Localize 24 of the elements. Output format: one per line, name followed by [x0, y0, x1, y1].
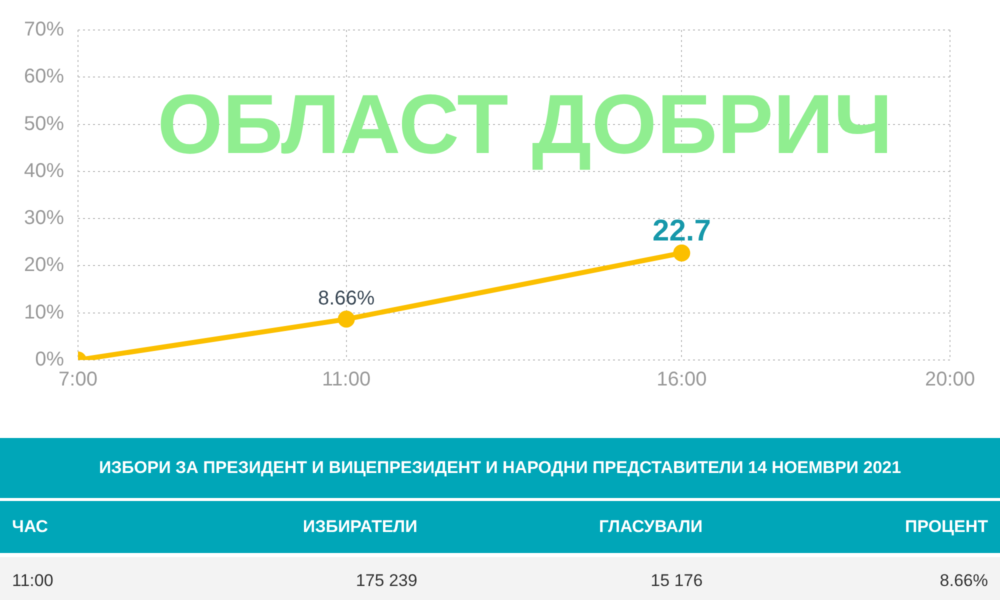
- data-label: 8.66%: [318, 288, 375, 310]
- y-tick-label: 70%: [24, 18, 64, 41]
- x-tick-label: 20:00: [924, 368, 976, 391]
- text: ПРОЦЕНТ: [904, 517, 988, 537]
- x-tick-label: 7:00: [58, 368, 98, 391]
- y-tick-label: 20%: [24, 254, 64, 276]
- text: ГЛАСУВАЛИ: [598, 517, 703, 537]
- text: ЧАС: [12, 517, 50, 537]
- x-tick-label: 11:00: [322, 368, 371, 391]
- y-tick-label: 50%: [24, 112, 64, 135]
- y-tick-label: 40%: [24, 160, 64, 182]
- y-tick-label: 60%: [24, 66, 64, 88]
- text: 11:00: [12, 571, 54, 591]
- x-tick-label: 16:00: [656, 368, 707, 391]
- text: 15 176: [650, 571, 703, 591]
- text: 8.66%: [938, 571, 988, 591]
- text: ОБЛАСТ ДОБРИЧ: [157, 77, 893, 172]
- text: ИЗБОРИ ЗА ПРЕЗИДЕНТ И ВИЦЕПРЕЗИДЕНТ И НАРОДНИ ПРЕДСТАВИТЕЛИ 14 НОЕМВРИ 2021: [0, 438, 1000, 498]
- text: ИЗБИРАТЕЛИ: [302, 517, 418, 537]
- y-tick-label: 30%: [24, 207, 64, 230]
- annotation: 22.7: [652, 214, 711, 248]
- text: 175 239: [354, 571, 418, 591]
- y-tick-label: 0%: [35, 348, 64, 371]
- y-tick-label: 10%: [24, 301, 64, 324]
